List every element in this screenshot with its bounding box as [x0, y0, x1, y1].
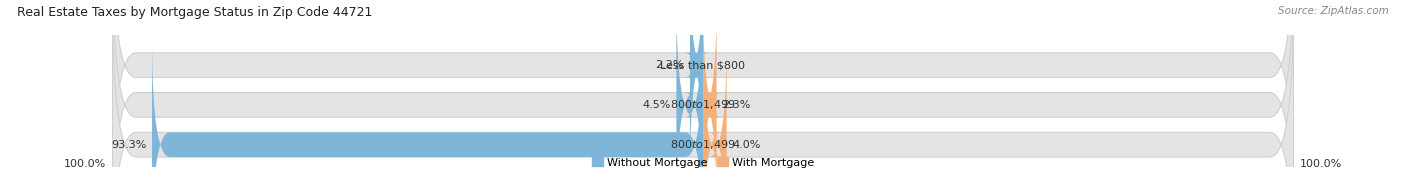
Text: Real Estate Taxes by Mortgage Status in Zip Code 44721: Real Estate Taxes by Mortgage Status in …: [17, 6, 373, 19]
Text: 2.3%: 2.3%: [723, 100, 751, 110]
FancyBboxPatch shape: [112, 0, 1294, 196]
Text: 100.0%: 100.0%: [1299, 159, 1341, 169]
Text: $800 to $1,499: $800 to $1,499: [671, 98, 735, 111]
Legend: Without Mortgage, With Mortgage: Without Mortgage, With Mortgage: [592, 157, 814, 168]
FancyBboxPatch shape: [685, 0, 707, 172]
Text: 93.3%: 93.3%: [111, 140, 146, 150]
Text: 2.2%: 2.2%: [655, 60, 685, 70]
FancyBboxPatch shape: [152, 38, 703, 196]
Text: Less than $800: Less than $800: [661, 60, 745, 70]
Text: $800 to $1,499: $800 to $1,499: [671, 138, 735, 151]
Text: Source: ZipAtlas.com: Source: ZipAtlas.com: [1278, 6, 1389, 16]
FancyBboxPatch shape: [699, 0, 721, 196]
FancyBboxPatch shape: [676, 0, 703, 196]
FancyBboxPatch shape: [112, 0, 1294, 196]
Text: 4.0%: 4.0%: [733, 140, 761, 150]
FancyBboxPatch shape: [112, 0, 1294, 196]
Text: 4.5%: 4.5%: [643, 100, 671, 110]
Text: 100.0%: 100.0%: [65, 159, 107, 169]
FancyBboxPatch shape: [703, 38, 727, 196]
